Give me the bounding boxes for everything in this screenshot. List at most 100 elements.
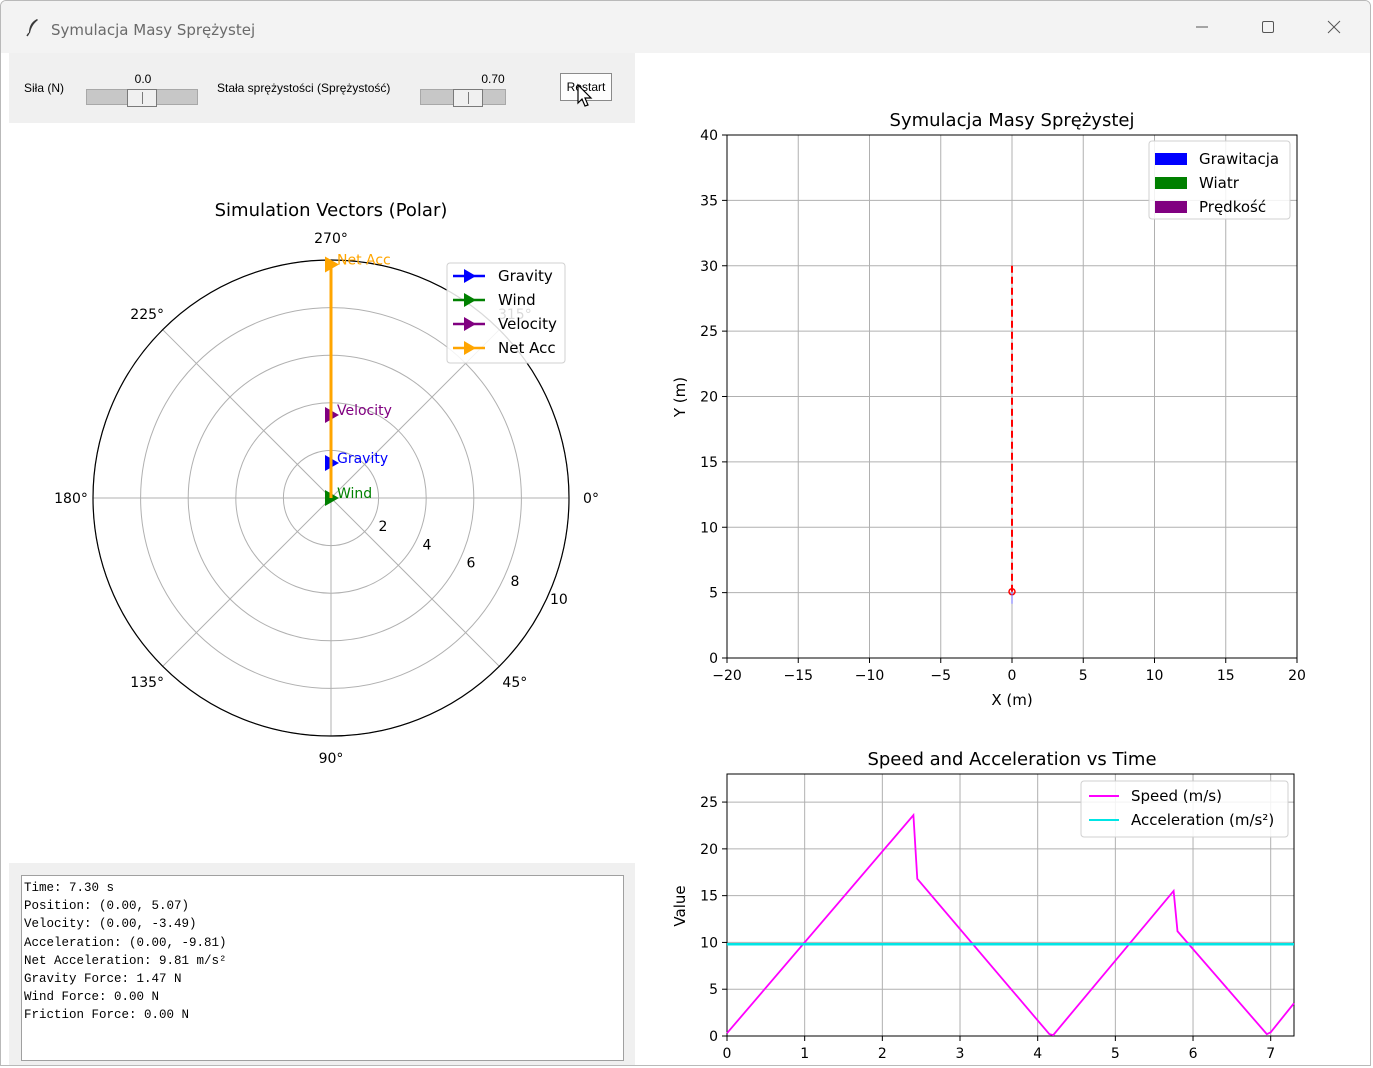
info-line: Acceleration: (0.00, -9.81) bbox=[24, 935, 227, 950]
legend-entry: Net Acc bbox=[498, 339, 556, 357]
x-tick-label: 5 bbox=[1111, 1046, 1120, 1062]
polar-radial-tick-label: 4 bbox=[422, 537, 431, 553]
speed-chart-title: Speed and Acceleration vs Time bbox=[867, 749, 1156, 770]
title-bar[interactable]: Symulacja Masy Sprężystej bbox=[1, 1, 1370, 53]
legend-swatch-marker bbox=[464, 341, 476, 355]
polar-vector-label: Velocity bbox=[337, 403, 392, 419]
x-tick-label: 0 bbox=[1008, 668, 1017, 684]
legend-swatch bbox=[1155, 201, 1187, 213]
position-x-axis-label: X (m) bbox=[991, 691, 1032, 709]
position-chart-title: Symulacja Masy Sprężystej bbox=[890, 110, 1135, 131]
x-tick-label: 4 bbox=[1033, 1046, 1042, 1062]
info-panel: Time: 7.30 s Position: (0.00, 5.07) Veloci… bbox=[9, 863, 635, 1065]
maximize-icon bbox=[1262, 21, 1274, 33]
legend-entry: Grawitacja bbox=[1199, 150, 1279, 168]
polar-radial-tick-label: 10 bbox=[550, 592, 568, 608]
y-tick-label: 10 bbox=[700, 520, 718, 536]
x-tick-label: −5 bbox=[930, 668, 951, 684]
legend-entry: Wiatr bbox=[1199, 174, 1240, 192]
polar-vector-marker bbox=[325, 256, 339, 273]
mouse-cursor-icon bbox=[577, 83, 593, 107]
polar-radial-tick-label: 8 bbox=[510, 574, 519, 590]
legend-swatch bbox=[1155, 153, 1187, 165]
x-tick-label: 15 bbox=[1217, 668, 1235, 684]
legend-swatch-marker bbox=[464, 269, 476, 283]
x-tick-label: 6 bbox=[1189, 1046, 1198, 1062]
polar-angle-tick-label: 180° bbox=[54, 491, 88, 507]
x-tick-label: −20 bbox=[712, 668, 742, 684]
force-slider[interactable] bbox=[86, 89, 198, 107]
legend-entry: Wind bbox=[498, 291, 536, 309]
x-tick-label: 3 bbox=[956, 1046, 965, 1062]
info-line: Gravity Force: 1.47 N bbox=[24, 972, 182, 987]
polar-radial-tick-label: 6 bbox=[466, 556, 475, 572]
legend-swatch-marker bbox=[464, 317, 476, 331]
x-tick-label: 1 bbox=[800, 1046, 809, 1062]
restart-button[interactable]: Restart bbox=[560, 73, 612, 101]
x-tick-label: 5 bbox=[1079, 668, 1088, 684]
spring-value: 0.70 bbox=[481, 72, 505, 86]
speed-series-line bbox=[726, 812, 1295, 1037]
speed-y-axis-label: Value bbox=[671, 885, 689, 926]
info-text-area[interactable]: Time: 7.30 s Position: (0.00, 5.07) Veloci… bbox=[21, 875, 624, 1061]
x-tick-label: −10 bbox=[855, 668, 885, 684]
polar-angle-tick-label: 90° bbox=[319, 751, 344, 767]
close-button[interactable] bbox=[1311, 11, 1357, 43]
x-tick-label: 2 bbox=[878, 1046, 887, 1062]
force-slider-handle[interactable] bbox=[127, 89, 157, 107]
polar-chart-title: Simulation Vectors (Polar) bbox=[215, 200, 448, 221]
legend-entry: Velocity bbox=[498, 315, 557, 333]
info-line: Friction Force: 0.00 N bbox=[24, 1008, 190, 1023]
close-icon bbox=[1327, 20, 1341, 34]
speed-legend-box bbox=[1080, 780, 1289, 838]
position-y-axis-label: Y (m) bbox=[671, 377, 689, 418]
window-title: Symulacja Masy Sprężystej bbox=[51, 21, 256, 39]
y-tick-label: 20 bbox=[700, 842, 718, 858]
polar-angle-tick-label: 135° bbox=[130, 675, 164, 691]
spring-label: Stała sprężystości (Sprężystość) bbox=[217, 81, 391, 95]
polar-angle-tick-label: 270° bbox=[314, 231, 348, 247]
polar-radial-tick-label: 2 bbox=[379, 519, 388, 535]
y-tick-label: 0 bbox=[709, 651, 718, 667]
maximize-button[interactable] bbox=[1245, 11, 1291, 43]
legend-swatch bbox=[1155, 177, 1187, 189]
x-tick-label: 7 bbox=[1266, 1046, 1275, 1062]
position-plot-area: −20 −15 −10 −5 0 5 10 15 20 0 5 10 15 20 25 30 35 40 Grawi… bbox=[700, 128, 1306, 684]
polar-angle-tick-label: 45° bbox=[502, 675, 527, 691]
polar-vector-label: Wind bbox=[337, 486, 372, 502]
speed-acceleration-chart: Speed and Acceleration vs Time 0 1 2 3 4 5 6 70… bbox=[671, 749, 1295, 1062]
polar-vector-label: Gravity bbox=[337, 451, 388, 467]
info-line: Position: (0.00, 5.07) bbox=[24, 899, 190, 914]
info-line: Wind Force: 0.00 N bbox=[24, 990, 160, 1005]
y-tick-label: 25 bbox=[700, 324, 718, 340]
x-tick-label: −15 bbox=[783, 668, 813, 684]
legend-swatch-marker bbox=[464, 293, 476, 307]
y-tick-label: 40 bbox=[700, 128, 718, 144]
y-tick-label: 15 bbox=[700, 889, 718, 905]
speed-plot-area: 0 1 2 3 4 5 6 7 0 5 10 15 20 25 Speed (m/s) Acceleratio… bbox=[700, 773, 1295, 1062]
polar-vector-label: Net Acc bbox=[337, 253, 391, 269]
force-value: 0.0 bbox=[134, 72, 152, 86]
info-line: Net Acceleration: 9.81 m/s² bbox=[24, 953, 227, 968]
y-tick-label: 10 bbox=[700, 935, 718, 951]
y-tick-label: 5 bbox=[709, 982, 718, 998]
x-tick-label: 10 bbox=[1146, 668, 1164, 684]
legend-entry: Gravity bbox=[498, 267, 553, 285]
position-chart: Symulacja Masy Sprężystej −20 −15 −10 −5 0 5 1… bbox=[671, 110, 1306, 709]
feather-icon bbox=[26, 19, 38, 37]
minimize-button[interactable] bbox=[1179, 11, 1225, 43]
polar-legend: Gravity Wind Velocity Net Acc bbox=[446, 262, 566, 364]
y-tick-label: 35 bbox=[700, 193, 718, 209]
legend-entry: Speed (m/s) bbox=[1131, 787, 1222, 805]
y-tick-label: 5 bbox=[709, 586, 718, 602]
legend-entry: Acceleration (m/s²) bbox=[1131, 811, 1274, 829]
polar-grid-spoke bbox=[162, 329, 332, 499]
spring-slider[interactable] bbox=[420, 89, 506, 107]
polar-angle-tick-label: 225° bbox=[130, 307, 164, 323]
polar-vectors-chart: Simulation Vectors (Polar) 0° 45° 90° 135° 1… bbox=[54, 200, 599, 767]
controls-panel: Siła (N) 0.0 Stała sprężystości (Sprężys… bbox=[9, 53, 635, 123]
spring-slider-handle[interactable] bbox=[453, 89, 484, 107]
plot-frame bbox=[726, 773, 1295, 1037]
y-tick-label: 25 bbox=[700, 795, 718, 811]
